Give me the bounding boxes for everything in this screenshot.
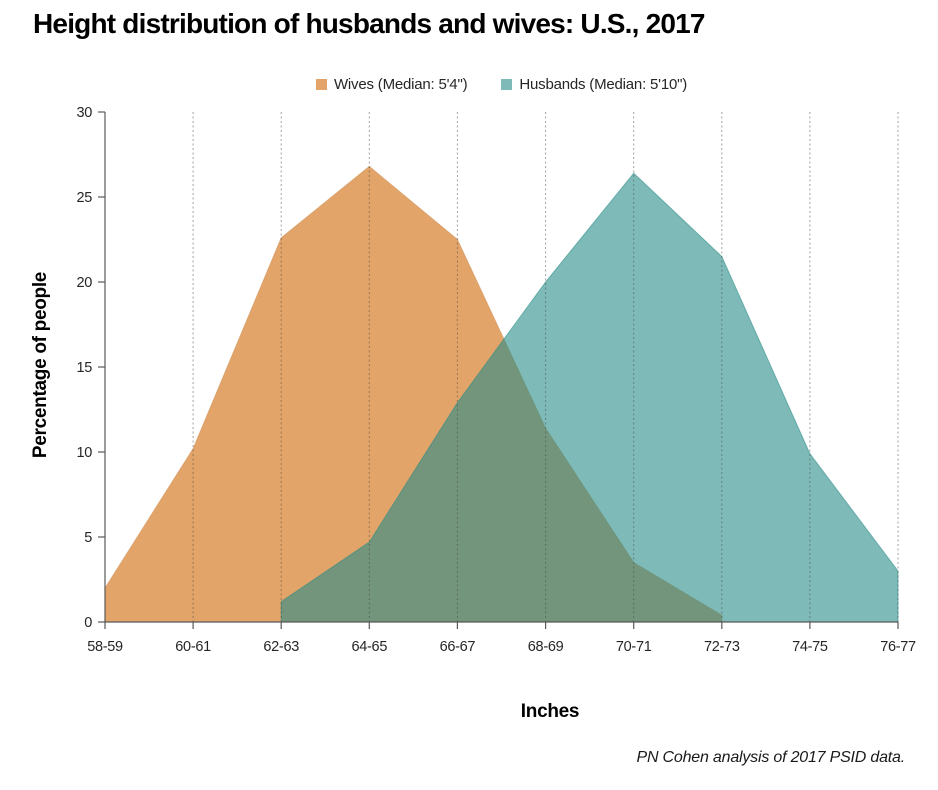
x-tick-label: 74-75 <box>792 639 828 655</box>
x-tick-label: 68-69 <box>528 639 564 655</box>
x-tick-label: 66-67 <box>440 639 476 655</box>
y-axis-title: Percentage of people <box>30 271 51 459</box>
source-note: PN Cohen analysis of 2017 PSID data. <box>636 749 905 766</box>
y-tick-label: 30 <box>76 105 92 121</box>
x-tick-label: 58-59 <box>87 639 123 655</box>
x-tick-label: 60-61 <box>175 639 211 655</box>
x-tick-label: 70-71 <box>616 639 652 655</box>
legend-item-wives: Wives (Median: 5'4") <box>315 75 468 93</box>
y-tick-label: 5 <box>84 530 92 546</box>
y-tick-label: 15 <box>76 360 92 376</box>
y-tick-label: 10 <box>76 445 92 461</box>
x-tick-label: 64-65 <box>352 639 388 655</box>
wives-swatch-icon <box>315 78 327 90</box>
chart-title: Height distribution of husbands and wive… <box>33 8 706 39</box>
x-tick-label: 62-63 <box>263 639 299 655</box>
y-tick-label: 20 <box>76 275 92 291</box>
y-tick-label: 25 <box>76 190 92 206</box>
x-tick-label: 76-77 <box>880 639 916 655</box>
legend-item-husbands: Husbands (Median: 5'10") <box>501 76 687 93</box>
legend: Wives (Median: 5'4") Husbands (Median: 5… <box>105 74 898 94</box>
x-axis-title: Inches <box>520 701 580 722</box>
legend-label-husbands: Husbands (Median: 5'10") <box>519 75 688 93</box>
y-tick-label: 0 <box>84 615 92 631</box>
x-tick-label: 72-73 <box>704 639 740 655</box>
legend-label-wives: Wives (Median: 5'4") <box>333 75 468 93</box>
area-husbands <box>280 172 899 623</box>
husbands-swatch-icon <box>501 78 513 90</box>
